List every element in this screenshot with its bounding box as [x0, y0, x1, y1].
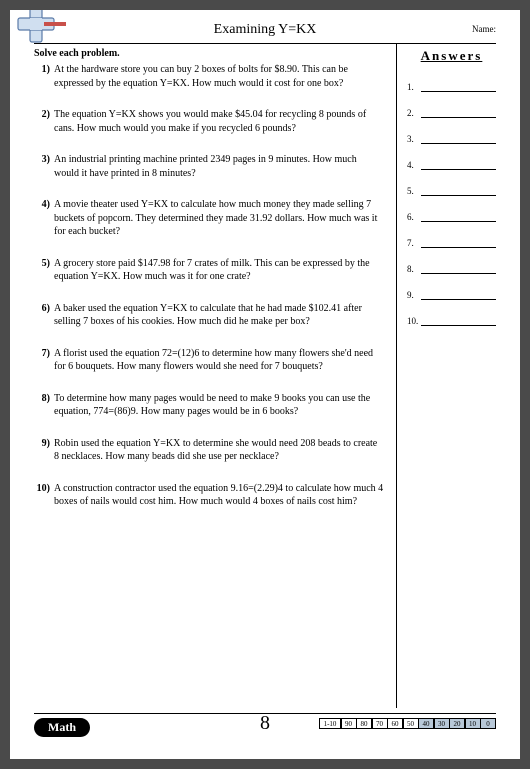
answer-blank[interactable] [421, 264, 496, 274]
problem-number: 3) [34, 153, 54, 180]
problem-text: To determine how many pages would be nee… [54, 392, 384, 419]
answer-blank[interactable] [421, 212, 496, 222]
answer-number: 7. [407, 238, 421, 248]
problem-text: A movie theater used Y=KX to calculate h… [54, 198, 384, 239]
answer-line: 4. [407, 160, 496, 170]
answer-line: 10. [407, 316, 496, 326]
answer-number: 2. [407, 108, 421, 118]
footer: Math 8 1-109080706050403020100 [34, 713, 496, 741]
answer-blank[interactable] [421, 160, 496, 170]
problem-item: 4)A movie theater used Y=KX to calculate… [34, 198, 384, 239]
worksheet-page: Examining Y=KX Name: Solve each problem.… [10, 10, 520, 759]
answer-blank[interactable] [421, 238, 496, 248]
score-cell: 70 [372, 718, 388, 729]
problem-item: 9)Robin used the equation Y=KX to determ… [34, 437, 384, 464]
instruction-text: Solve each problem. [34, 48, 384, 59]
answer-line: 8. [407, 264, 496, 274]
answers-column: Answers 1. 2. 3. 4. 5. 6. 7. 8. 9. 10. [396, 44, 496, 708]
score-range-label: 1-10 [319, 718, 341, 729]
problem-text: The equation Y=KX shows you would make $… [54, 108, 384, 135]
answer-line: 5. [407, 186, 496, 196]
plus-logo-icon [16, 10, 66, 49]
name-label: Name: [472, 24, 496, 34]
problem-text: Robin used the equation Y=KX to determin… [54, 437, 384, 464]
problem-item: 2)The equation Y=KX shows you would make… [34, 108, 384, 135]
answer-line: 2. [407, 108, 496, 118]
score-cell: 90 [341, 718, 357, 729]
answer-line: 1. [407, 82, 496, 92]
answer-line: 3. [407, 134, 496, 144]
problem-number: 9) [34, 437, 54, 464]
answer-number: 8. [407, 264, 421, 274]
score-cell: 0 [480, 718, 496, 729]
answer-number: 1. [407, 82, 421, 92]
answer-number: 3. [407, 134, 421, 144]
problems-column: Solve each problem. 1)At the hardware st… [34, 44, 396, 708]
answer-blank[interactable] [421, 186, 496, 196]
answer-number: 9. [407, 290, 421, 300]
answer-blank[interactable] [421, 134, 496, 144]
answer-number: 4. [407, 160, 421, 170]
score-grid: 1-109080706050403020100 [320, 718, 497, 729]
score-cell: 10 [465, 718, 481, 729]
score-cell: 80 [356, 718, 372, 729]
answer-number: 10. [407, 316, 421, 326]
answer-blank[interactable] [421, 316, 496, 326]
problem-item: 3)An industrial printing machine printed… [34, 153, 384, 180]
score-cell: 60 [387, 718, 403, 729]
problem-text: A construction contractor used the equat… [54, 482, 384, 509]
problem-item: 6)A baker used the equation Y=KX to calc… [34, 302, 384, 329]
problem-item: 5)A grocery store paid $147.98 for 7 cra… [34, 257, 384, 284]
score-cell: 50 [403, 718, 419, 729]
problem-text: A grocery store paid $147.98 for 7 crate… [54, 257, 384, 284]
problem-number: 7) [34, 347, 54, 374]
answer-number: 5. [407, 186, 421, 196]
score-cell: 30 [434, 718, 450, 729]
problem-number: 1) [34, 63, 54, 90]
problem-text: A baker used the equation Y=KX to calcul… [54, 302, 384, 329]
problem-number: 8) [34, 392, 54, 419]
answer-line: 7. [407, 238, 496, 248]
answer-line: 6. [407, 212, 496, 222]
answer-line: 9. [407, 290, 496, 300]
problem-text: At the hardware store you can buy 2 boxe… [54, 63, 384, 90]
problem-number: 10) [34, 482, 54, 509]
answer-number: 6. [407, 212, 421, 222]
problem-item: 10)A construction contractor used the eq… [34, 482, 384, 509]
problem-number: 4) [34, 198, 54, 239]
problem-text: A florist used the equation 72=(12)6 to … [54, 347, 384, 374]
page-number: 8 [260, 712, 270, 735]
problem-item: 1)At the hardware store you can buy 2 bo… [34, 63, 384, 90]
problem-item: 7)A florist used the equation 72=(12)6 t… [34, 347, 384, 374]
subject-badge: Math [34, 718, 90, 737]
answer-blank[interactable] [421, 290, 496, 300]
problem-number: 2) [34, 108, 54, 135]
answer-blank[interactable] [421, 82, 496, 92]
answer-blank[interactable] [421, 108, 496, 118]
problem-text: An industrial printing machine printed 2… [54, 153, 384, 180]
worksheet-title: Examining Y=KX [34, 22, 496, 38]
answers-heading: Answers [407, 48, 496, 64]
score-cell: 20 [449, 718, 465, 729]
problem-item: 8)To determine how many pages would be n… [34, 392, 384, 419]
score-cell: 40 [418, 718, 434, 729]
problem-number: 5) [34, 257, 54, 284]
header: Examining Y=KX Name: [34, 10, 496, 44]
problem-number: 6) [34, 302, 54, 329]
content-area: Solve each problem. 1)At the hardware st… [34, 44, 496, 708]
